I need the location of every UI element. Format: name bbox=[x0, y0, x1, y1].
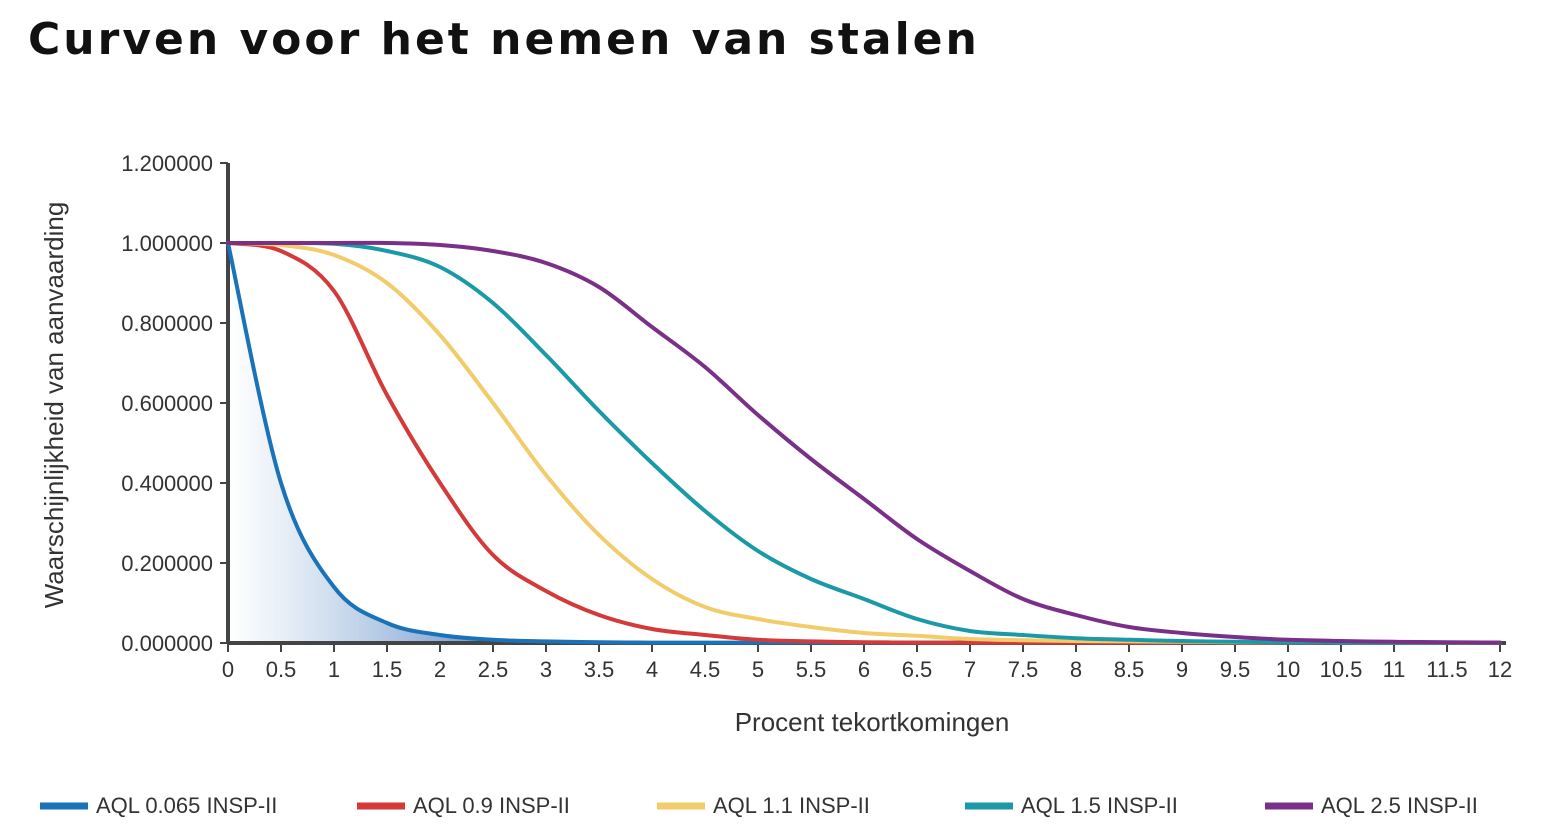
series-line-1 bbox=[226, 241, 1502, 645]
x-tick-label: 7 bbox=[964, 657, 976, 682]
legend-label: AQL 0.065 INSP-II bbox=[96, 793, 277, 818]
y-tick-label: 0.200000 bbox=[121, 551, 213, 576]
legend-label: AQL 2.5 INSP-II bbox=[1321, 793, 1478, 818]
y-axis-title: Waarschijnlijkheid van aanvaarding bbox=[39, 202, 69, 609]
x-tick-label: 1 bbox=[328, 657, 340, 682]
x-tick-label: 3 bbox=[540, 657, 552, 682]
x-tick-label: 0.5 bbox=[266, 657, 297, 682]
x-tick-label: 4.5 bbox=[690, 657, 721, 682]
legend-label: AQL 1.1 INSP-II bbox=[713, 793, 870, 818]
x-tick-label: 10 bbox=[1276, 657, 1300, 682]
y-tick-label: 0.400000 bbox=[121, 471, 213, 496]
area-fill-layer bbox=[228, 243, 546, 643]
series-line-3 bbox=[226, 241, 1502, 645]
x-tick-label: 2.5 bbox=[478, 657, 509, 682]
x-tick-label: 8 bbox=[1070, 657, 1082, 682]
x-tick-label: 7.5 bbox=[1008, 657, 1039, 682]
x-tick-label: 5 bbox=[752, 657, 764, 682]
series-line-5 bbox=[226, 240, 1502, 645]
series-line-4 bbox=[226, 240, 1502, 645]
x-tick-label: 4 bbox=[646, 657, 658, 682]
x-tick-label: 12 bbox=[1488, 657, 1512, 682]
x-tick-label: 6 bbox=[858, 657, 870, 682]
y-tick-label: 1.200000 bbox=[121, 151, 213, 176]
x-tick-label: 11.5 bbox=[1426, 657, 1467, 682]
x-tick-label: 0 bbox=[222, 657, 234, 682]
x-tick-label: 10.5 bbox=[1320, 657, 1363, 682]
x-tick-label: 1.5 bbox=[372, 657, 403, 682]
x-axis-title: Procent tekortkomingen bbox=[735, 707, 1010, 737]
series-line-2 bbox=[226, 241, 1502, 645]
area-fill-aql-0065 bbox=[228, 243, 546, 643]
y-tick-label: 0.600000 bbox=[121, 391, 213, 416]
x-tick-label: 11 bbox=[1383, 657, 1406, 682]
y-tick-label: 0.800000 bbox=[121, 311, 213, 336]
x-tick-label: 3.5 bbox=[584, 657, 615, 682]
legend-label: AQL 0.9 INSP-II bbox=[413, 793, 570, 818]
legend: AQL 0.065 INSP-II AQL 0.9 INSP-II AQL 1.1 … bbox=[40, 793, 1478, 818]
x-tick-label: 9 bbox=[1176, 657, 1188, 682]
y-tick-label: 0.000000 bbox=[121, 631, 213, 656]
x-tick-label: 2 bbox=[434, 657, 446, 682]
page-title: Curven voor het nemen van stalen bbox=[28, 14, 980, 65]
x-tick-label: 9.5 bbox=[1220, 657, 1251, 682]
x-tick-label: 8.5 bbox=[1114, 657, 1145, 682]
legend-label: AQL 1.5 INSP-II bbox=[1021, 793, 1178, 818]
axis-labels: Procent tekortkomingen Waarschijnlijkhei… bbox=[39, 202, 1009, 737]
y-tick-label: 1.000000 bbox=[121, 231, 213, 256]
x-tick-label: 6.5 bbox=[902, 657, 933, 682]
x-tick-label: 5.5 bbox=[796, 657, 827, 682]
series-lines bbox=[226, 240, 1502, 645]
